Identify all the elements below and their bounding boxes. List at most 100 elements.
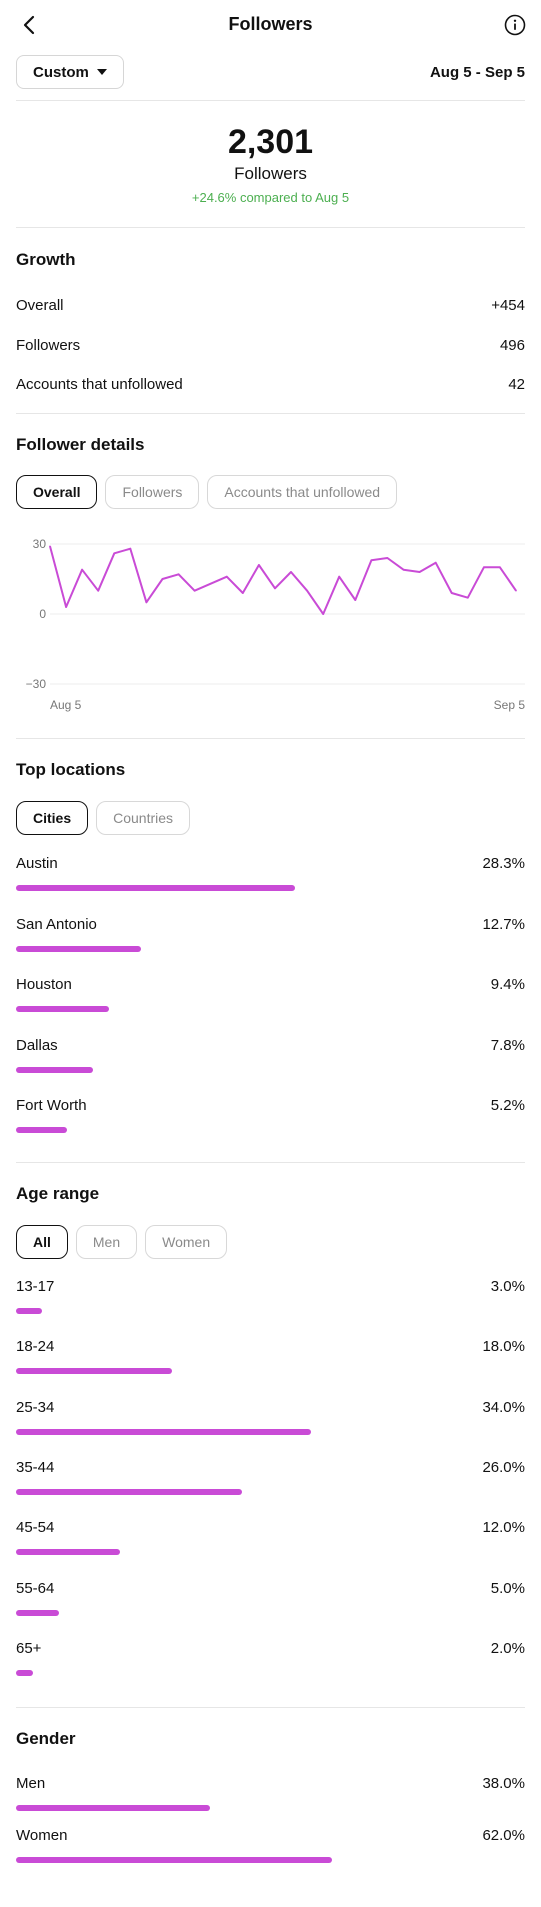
caret-down-icon [96, 69, 107, 75]
divider [16, 100, 525, 101]
item-label: 55-64 [16, 1579, 55, 1597]
item-label: San Antonio [16, 915, 97, 933]
y-tick-label: −30 [26, 677, 47, 691]
item-value: 5.0% [490, 1579, 525, 1597]
bar-track [16, 1488, 525, 1495]
data-point [113, 552, 116, 555]
data-point [49, 545, 51, 548]
data-point [338, 575, 341, 578]
bar-fill [16, 1805, 210, 1811]
growth-title: Growth [16, 250, 76, 269]
x-tick-label: Sep 5 [494, 698, 525, 712]
bar-fill [16, 1127, 68, 1133]
data-point [97, 589, 100, 592]
growth-row: Accounts that unfollowed 42 [16, 376, 525, 398]
data-point [177, 573, 180, 576]
tab-all[interactable]: All [16, 1225, 68, 1259]
bar-track [16, 885, 525, 891]
bar-fill [16, 1669, 34, 1676]
item-value: 2.0% [490, 1639, 525, 1657]
list-item: 25-34 34.0% [16, 1399, 525, 1439]
list-item: 18-24 18.0% [16, 1338, 525, 1378]
divider [16, 1162, 525, 1163]
list-item: Dallas 7.8% [16, 1037, 525, 1077]
data-point [483, 566, 485, 569]
x-tick-label: Aug 5 [50, 698, 82, 712]
item-label: 13-17 [16, 1278, 55, 1295]
item-label: Houston [16, 976, 72, 993]
item-label: 45-54 [16, 1519, 55, 1537]
data-point [242, 592, 244, 594]
tab-accounts-that-unfollowed[interactable]: Accounts that unfollowed [207, 475, 398, 509]
item-value: 12.7% [482, 915, 525, 933]
range-dropdown[interactable]: Custom [16, 55, 124, 89]
tab-followers[interactable]: Followers [105, 475, 200, 509]
tab-overall[interactable]: Overall [16, 475, 98, 509]
tab-cities[interactable]: Cities [16, 801, 89, 835]
item-label: 65+ [16, 1639, 42, 1657]
tab-women[interactable]: Women [145, 1225, 228, 1259]
data-point [129, 547, 132, 550]
tab-men[interactable]: Men [75, 1225, 138, 1259]
growth-row-label: Accounts that unfollowed [16, 376, 183, 393]
location-tabs: Cities Countries [16, 801, 191, 835]
growth-row: Followers 496 [16, 337, 525, 359]
item-label: Dallas [16, 1036, 58, 1054]
data-point [322, 613, 324, 615]
bar-fill [16, 1006, 109, 1012]
header: Followers [0, 0, 541, 50]
data-point [354, 599, 357, 601]
data-point [418, 571, 421, 573]
data-point [306, 589, 308, 592]
y-tick-label: 30 [33, 537, 47, 551]
bar-track [16, 1805, 525, 1811]
item-value: 26.0% [482, 1458, 525, 1476]
item-value: 5.2% [490, 1097, 525, 1114]
bar-fill [16, 945, 142, 952]
toolbar: Custom Aug 5 - Sep 5 [16, 55, 525, 89]
list-item: Austin 28.3% [16, 855, 525, 895]
date-range: Aug 5 - Sep 5 [429, 64, 525, 81]
item-value: 28.3% [482, 855, 525, 872]
data-point [209, 582, 212, 585]
data-point [402, 568, 405, 571]
bar-fill [16, 1488, 242, 1495]
item-label: 35-44 [16, 1458, 55, 1476]
list-item: Fort Worth 5.2% [16, 1097, 525, 1137]
range-dropdown-label: Custom [33, 63, 89, 81]
back-button[interactable] [16, 12, 42, 38]
item-value: 62.0% [482, 1827, 525, 1844]
data-point [499, 566, 501, 569]
bar-fill [16, 1066, 93, 1073]
data-point [274, 587, 276, 590]
summary: 2,301 Followers +24.6% compared to Aug 5 [0, 122, 541, 205]
bar-track [16, 1006, 525, 1012]
divider [16, 413, 525, 414]
growth-row-value: 496 [499, 337, 525, 354]
info-button[interactable] [503, 13, 527, 37]
data-point [466, 596, 469, 599]
growth-row-value: 42 [508, 376, 525, 393]
bar-track [16, 1609, 525, 1616]
series-line [49, 546, 517, 615]
item-value: 9.4% [490, 976, 525, 993]
bar-track [16, 1549, 525, 1556]
details-tabs: Overall Followers Accounts that unfollow… [16, 475, 398, 509]
item-value: 7.8% [490, 1036, 525, 1054]
bar-fill [16, 1609, 60, 1616]
list-item: 35-44 26.0% [16, 1459, 525, 1499]
bar-track [16, 945, 525, 952]
data-point [515, 589, 517, 592]
list-item: 45-54 12.0% [16, 1519, 525, 1559]
growth-row: Overall +454 [16, 297, 525, 319]
bar-track [16, 1127, 525, 1133]
item-value: 3.0% [490, 1278, 525, 1295]
data-point [450, 592, 453, 594]
tab-countries[interactable]: Countries [96, 801, 191, 835]
data-point [434, 561, 437, 564]
follower-count-label: Followers [234, 164, 307, 183]
bar-fill [16, 885, 296, 891]
age-range-title: Age range [16, 1184, 100, 1203]
divider [16, 738, 525, 739]
